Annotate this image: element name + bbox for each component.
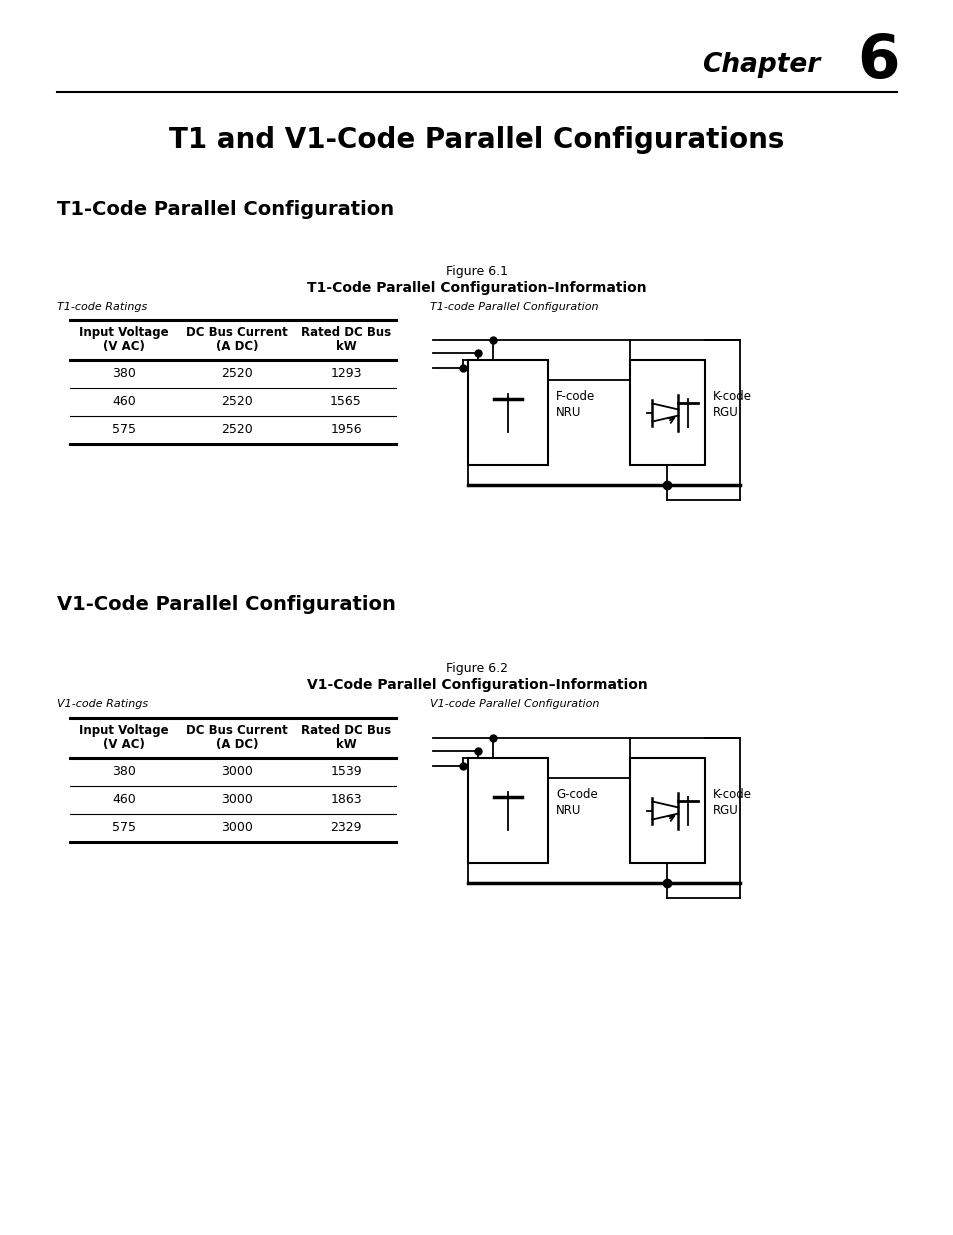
Text: kW: kW — [335, 340, 356, 353]
Polygon shape — [494, 797, 521, 825]
Text: DC Bus Current: DC Bus Current — [186, 724, 288, 737]
Text: DC Bus Current: DC Bus Current — [186, 326, 288, 338]
Text: V1-code Parallel Configuration: V1-code Parallel Configuration — [430, 699, 598, 709]
Text: (A DC): (A DC) — [215, 739, 258, 751]
Text: 460: 460 — [112, 395, 135, 408]
Text: 575: 575 — [112, 821, 136, 834]
Text: (V AC): (V AC) — [103, 340, 145, 353]
Text: 380: 380 — [112, 367, 135, 380]
Text: 2329: 2329 — [330, 821, 361, 834]
Text: F-code
NRU: F-code NRU — [556, 390, 595, 419]
Text: 6: 6 — [857, 32, 899, 91]
Text: 3000: 3000 — [221, 764, 253, 778]
Text: T1-code Ratings: T1-code Ratings — [57, 303, 147, 312]
Text: 1956: 1956 — [330, 424, 361, 436]
Text: 1539: 1539 — [330, 764, 361, 778]
Text: 3000: 3000 — [221, 793, 253, 806]
Polygon shape — [494, 399, 521, 426]
Bar — [468, 758, 547, 863]
Text: 1565: 1565 — [330, 395, 361, 408]
Text: 460: 460 — [112, 793, 135, 806]
Bar — [629, 758, 704, 863]
Text: 2520: 2520 — [221, 367, 253, 380]
Text: K-code
RGU: K-code RGU — [712, 390, 751, 419]
Text: 3000: 3000 — [221, 821, 253, 834]
Text: 2520: 2520 — [221, 424, 253, 436]
Text: 1863: 1863 — [330, 793, 361, 806]
Polygon shape — [678, 800, 698, 820]
Text: (A DC): (A DC) — [215, 340, 258, 353]
Text: (V AC): (V AC) — [103, 739, 145, 751]
Polygon shape — [678, 403, 698, 422]
Bar — [468, 359, 547, 466]
Text: G-code
NRU: G-code NRU — [556, 788, 598, 816]
Text: Figure 6.1: Figure 6.1 — [446, 266, 507, 278]
Text: 380: 380 — [112, 764, 135, 778]
Text: Rated DC Bus: Rated DC Bus — [300, 724, 391, 737]
Text: V1-Code Parallel Configuration–Information: V1-Code Parallel Configuration–Informati… — [306, 678, 647, 692]
Text: Chapter: Chapter — [701, 52, 820, 78]
Text: V1-Code Parallel Configuration: V1-Code Parallel Configuration — [57, 595, 395, 614]
Text: T1-Code Parallel Configuration: T1-Code Parallel Configuration — [57, 200, 394, 219]
Text: 2520: 2520 — [221, 395, 253, 408]
Text: T1-Code Parallel Configuration–Information: T1-Code Parallel Configuration–Informati… — [307, 282, 646, 295]
Text: V1-code Ratings: V1-code Ratings — [57, 699, 148, 709]
Text: Rated DC Bus: Rated DC Bus — [300, 326, 391, 338]
Text: T1 and V1-Code Parallel Configurations: T1 and V1-Code Parallel Configurations — [169, 126, 784, 154]
Text: T1-code Parallel Configuration: T1-code Parallel Configuration — [430, 303, 598, 312]
Text: Input Voltage: Input Voltage — [79, 724, 169, 737]
Text: 1293: 1293 — [330, 367, 361, 380]
Text: K-code
RGU: K-code RGU — [712, 788, 751, 816]
Text: Input Voltage: Input Voltage — [79, 326, 169, 338]
Bar — [629, 359, 704, 466]
Text: kW: kW — [335, 739, 356, 751]
Text: 575: 575 — [112, 424, 136, 436]
Text: Figure 6.2: Figure 6.2 — [446, 662, 507, 676]
